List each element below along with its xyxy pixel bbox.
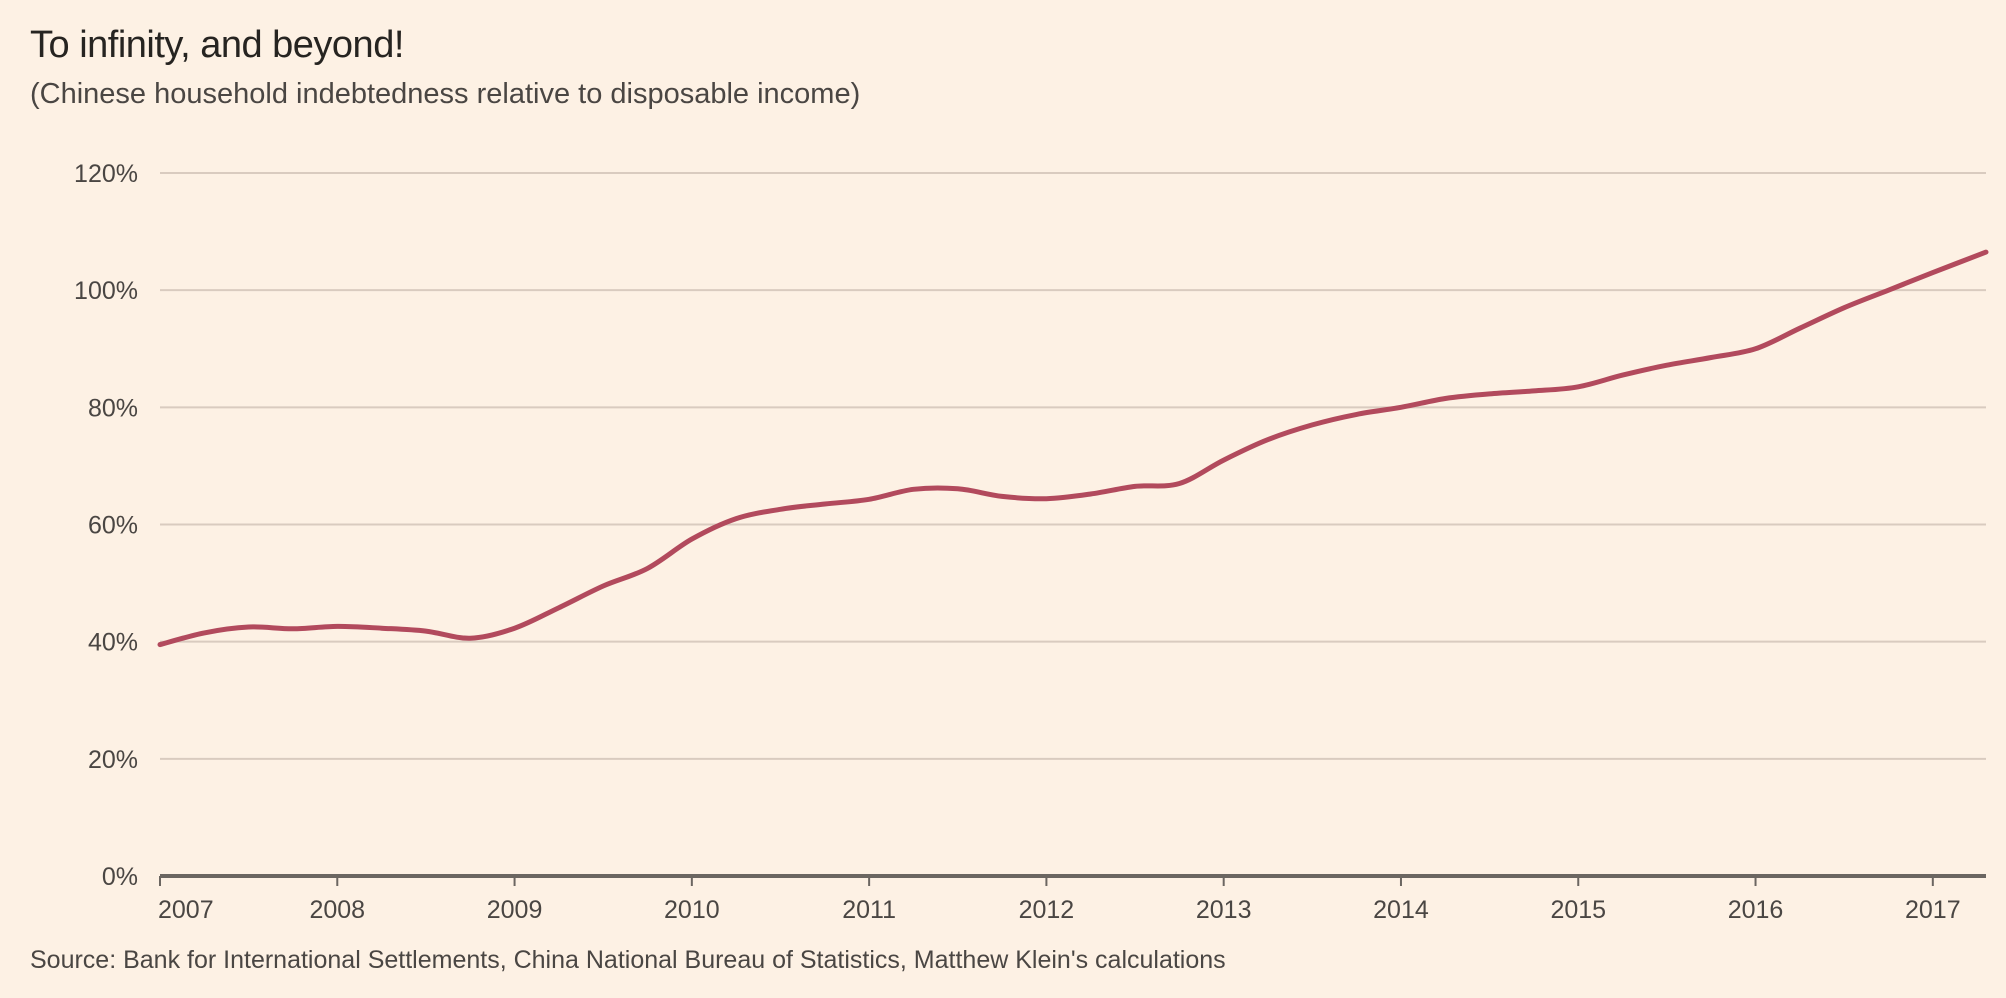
chart-title: To infinity, and beyond! bbox=[30, 24, 404, 66]
source-note: Source: Bank for International Settlemen… bbox=[30, 946, 1226, 974]
y-tick-label: 120% bbox=[74, 160, 138, 188]
gridlines bbox=[160, 172, 1986, 760]
y-tick-label: 40% bbox=[88, 629, 138, 657]
chart-subtitle: (Chinese household indebtedness relative… bbox=[30, 78, 861, 110]
x-tick-label: 2012 bbox=[1019, 896, 1075, 924]
y-tick-label: 0% bbox=[102, 863, 138, 891]
y-axis: 0% 20% 40% 60% 80% 100% 120% bbox=[74, 160, 138, 891]
x-axis: 2007 2008 2009 2010 2011 2012 2013 2014 2015 2016… bbox=[158, 874, 1986, 924]
series-line-household-debt bbox=[157, 249, 1989, 648]
x-tick-label: 2013 bbox=[1196, 896, 1252, 924]
series-layer bbox=[157, 249, 1989, 648]
x-tick-label: 2010 bbox=[664, 896, 720, 924]
x-tick-label: 2015 bbox=[1550, 896, 1606, 924]
x-tick-label: 2017 bbox=[1905, 896, 1961, 924]
x-tick-label: 2008 bbox=[309, 896, 365, 924]
y-tick-label: 100% bbox=[74, 277, 138, 305]
y-tick-label: 20% bbox=[88, 746, 138, 774]
x-tick-label: 2011 bbox=[842, 896, 896, 924]
y-tick-label: 80% bbox=[88, 394, 138, 422]
y-tick-label: 60% bbox=[88, 512, 138, 540]
x-tick-label: 2016 bbox=[1728, 896, 1784, 924]
x-tick-label: 2009 bbox=[487, 896, 543, 924]
x-tick-label: 2007 bbox=[158, 896, 214, 924]
x-tick-label: 2014 bbox=[1373, 896, 1429, 924]
